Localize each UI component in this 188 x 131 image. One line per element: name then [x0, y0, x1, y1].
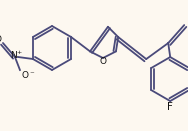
Text: ⁻: ⁻	[30, 70, 34, 80]
Text: F: F	[167, 102, 173, 112]
Text: N: N	[11, 51, 17, 61]
Text: +: +	[16, 50, 22, 54]
Text: O: O	[0, 34, 2, 43]
Text: O: O	[99, 58, 106, 67]
Text: O: O	[187, 17, 188, 27]
Text: O: O	[21, 72, 28, 81]
